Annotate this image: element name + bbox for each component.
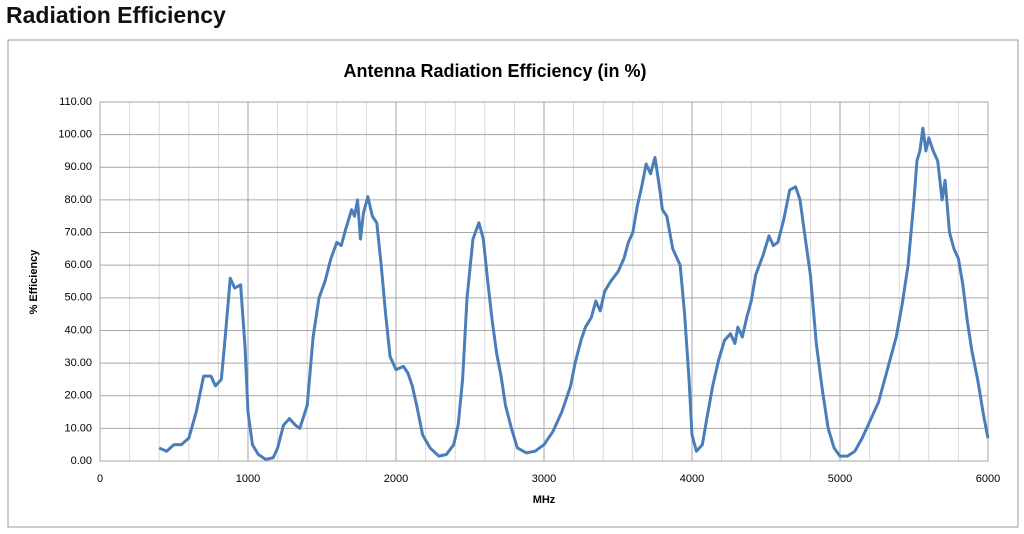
x-axis-label: MHz [533, 494, 556, 506]
y-tick-label: 80.00 [64, 194, 92, 206]
page-title: Radiation Efficiency [6, 2, 226, 28]
y-tick-label: 100.00 [58, 129, 92, 141]
y-tick-label: 0.00 [71, 455, 92, 467]
y-tick-label: 20.00 [64, 390, 92, 402]
plot-border [99, 101, 989, 462]
y-tick-label: 110.00 [59, 96, 92, 108]
y-tick-label: 90.00 [64, 161, 92, 173]
x-tick-label: 6000 [976, 473, 1000, 485]
x-tick-label: 1000 [236, 473, 260, 485]
y-tick-label: 50.00 [64, 292, 92, 304]
y-axis-label: % Efficiency [28, 249, 40, 315]
y-tick-label: 30.00 [64, 357, 92, 369]
y-tick-label: 40.00 [64, 324, 92, 336]
x-tick-label: 3000 [532, 473, 556, 485]
y-tick-label: 70.00 [64, 226, 92, 238]
x-tick-label: 2000 [384, 473, 408, 485]
chart-title: Antenna Radiation Efficiency (in %) [343, 61, 646, 81]
y-tick-label: 10.00 [64, 422, 92, 434]
x-tick-label: 4000 [680, 473, 704, 485]
chart-border [7, 39, 1019, 528]
x-tick-label: 0 [97, 473, 103, 485]
x-tick-label: 5000 [828, 473, 852, 485]
y-tick-label: 60.00 [64, 259, 92, 271]
data-line [158, 126, 990, 461]
